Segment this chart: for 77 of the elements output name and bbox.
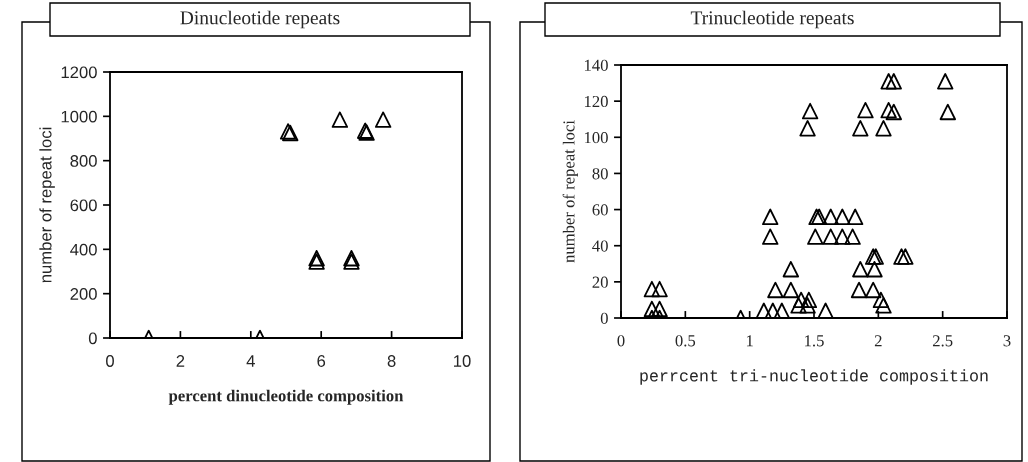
y-tick-label: 20 [592, 276, 608, 288]
x-axis-title: perrcent tri-nucleotide composition [640, 369, 988, 385]
point [852, 261, 869, 278]
point [864, 281, 882, 299]
x-tick-label: 3 [1003, 335, 1011, 347]
point [755, 302, 773, 318]
x-tick-label: 4 [246, 355, 255, 367]
x-tick-label: 0 [617, 335, 625, 347]
y-axis-title: number of repeat loci [39, 127, 55, 283]
point [875, 120, 892, 137]
point [857, 101, 874, 119]
point [792, 291, 810, 309]
point [834, 208, 851, 225]
point [331, 111, 349, 128]
y-tick-label: 800 [70, 155, 97, 167]
point [893, 248, 910, 265]
point [822, 228, 839, 245]
x-tick-label: 10 [454, 355, 471, 367]
point [834, 228, 851, 245]
point [643, 280, 661, 298]
point [782, 281, 800, 299]
x-tick-label: 8 [387, 355, 396, 367]
point [800, 291, 818, 309]
point [880, 73, 897, 90]
y-axis-title: number of repeat loci [562, 120, 578, 263]
y-tick-label: 60 [592, 204, 608, 216]
point [846, 208, 864, 225]
point [801, 102, 819, 120]
x-axis-title: percent dinucleotide composition [168, 389, 404, 405]
x-tick-label: 0.5 [675, 335, 696, 347]
y-tick-label: 100 [584, 131, 608, 144]
point [799, 297, 816, 314]
x-tick-label: 6 [317, 355, 326, 367]
point [643, 300, 661, 318]
y-tick-label: 40 [592, 240, 608, 252]
point [651, 300, 668, 318]
point [807, 228, 824, 245]
y-tick-label: 200 [70, 288, 97, 300]
point [850, 281, 868, 299]
x-tick-label: 2 [874, 335, 882, 347]
point [374, 111, 392, 128]
point [651, 280, 668, 298]
point [939, 103, 957, 121]
point [822, 208, 839, 225]
point [897, 248, 914, 265]
y-tick-label: 600 [70, 199, 97, 212]
y-tick-label: 140 [584, 59, 608, 71]
point [782, 261, 800, 278]
x-tick-label: 2 [176, 355, 185, 367]
point [799, 120, 816, 137]
point [762, 228, 779, 245]
point [875, 297, 892, 314]
point [767, 281, 784, 299]
y-tick-label: 0 [600, 312, 608, 324]
point [866, 261, 883, 278]
x-tick-label: 2.5 [932, 335, 953, 347]
point [844, 228, 861, 245]
y-tick-label: 80 [592, 168, 608, 180]
point [880, 101, 897, 119]
point [762, 208, 779, 225]
point [773, 302, 791, 318]
chart-title: Trinucleotide repeats [690, 10, 854, 29]
x-tick-label: 1.5 [805, 335, 824, 347]
y-tick-label: 1200 [61, 66, 97, 79]
point [817, 302, 834, 318]
y-tick-label: 120 [584, 95, 608, 108]
x-tick-label: 1 [746, 335, 753, 347]
x-tick-label: 0 [106, 355, 114, 367]
point [790, 297, 807, 314]
point [852, 120, 869, 137]
chart-title: Dinucleotide repeats [180, 10, 340, 29]
point [885, 73, 902, 90]
y-tick-label: 400 [70, 243, 97, 256]
point [885, 103, 902, 121]
point [872, 291, 890, 309]
y-tick-label: 1000 [61, 110, 97, 123]
point [937, 73, 954, 90]
